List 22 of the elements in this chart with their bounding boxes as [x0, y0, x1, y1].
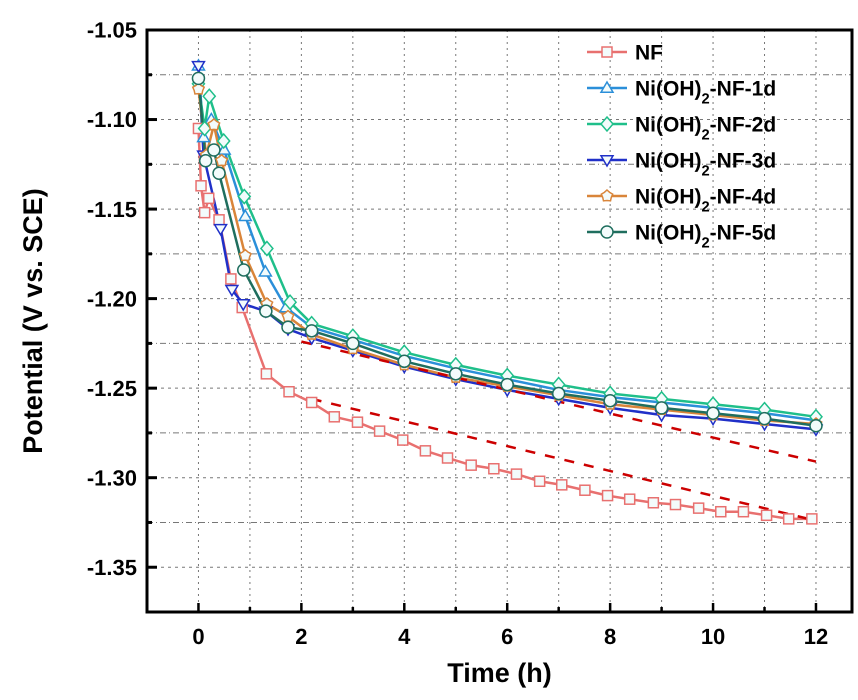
legend-label: Ni(OH)$_{2}$-NF-5d: [635, 221, 776, 252]
legend-label: Ni(OH)$_{2}$-NF-3d: [635, 149, 776, 180]
y-tick-label: -1.10: [86, 107, 137, 132]
y-tick-label: -1.35: [86, 554, 137, 580]
x-tick-label: 4: [398, 624, 412, 649]
x-tick-label: 0: [192, 624, 205, 649]
legend-label: NF: [635, 41, 664, 64]
y-axis-title: Potential (V vs. SCE): [18, 188, 48, 454]
legend-label: Ni(OH)$_{2}$-NF-4d: [635, 185, 776, 216]
x-tick-label: 8: [604, 624, 616, 649]
y-tick-label: -1.25: [86, 376, 137, 401]
x-tick-label: 10: [700, 624, 726, 649]
y-tick-label: -1.30: [86, 465, 137, 490]
x-tick-label: 2: [295, 624, 308, 649]
y-tick-label: -1.15: [86, 196, 137, 222]
x-axis-title: Time (h): [447, 658, 552, 688]
legend-label: Ni(OH)$_{2}$-NF-1d: [635, 77, 776, 108]
legend-label: Ni(OH)$_{2}$-NF-2d: [635, 113, 776, 144]
y-tick-label: -1.20: [86, 286, 137, 312]
x-tick-label: 12: [804, 624, 828, 649]
x-tick-label: 6: [501, 624, 514, 649]
y-tick-label: -1.05: [86, 18, 137, 43]
